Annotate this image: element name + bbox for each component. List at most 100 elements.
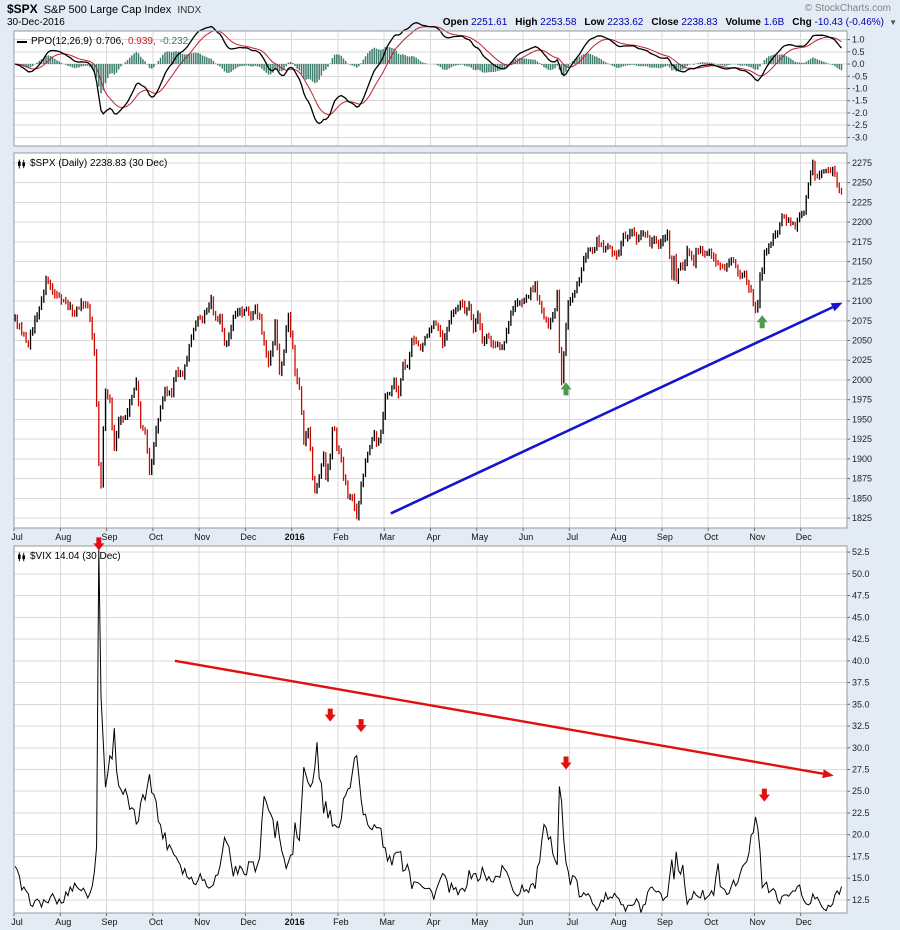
y-axis-label: 32.5 (852, 721, 870, 731)
spx-panel-title: $SPX (Daily) 2238.83 (30 Dec) (30, 158, 168, 169)
quote-bar: Open 2251.61 High 2253.58 Low 2233.62 Cl… (443, 17, 884, 28)
y-axis-label: -3.0 (852, 132, 868, 142)
x-axis-label: Dec (796, 917, 813, 927)
ppo-line (14, 22, 842, 125)
spx-up-candles (14, 159, 834, 521)
y-axis-label: 1900 (852, 454, 872, 464)
x-axis-label: Nov (194, 917, 211, 927)
x-axis-label: Dec (796, 532, 813, 542)
chg-label: Chg (792, 17, 812, 28)
chart-date: 30-Dec-2016 (7, 17, 65, 28)
y-axis-label: 17.5 (852, 851, 870, 861)
trend-arrow-line (174, 659, 824, 775)
volume-value: 1.6B (763, 17, 785, 28)
x-axis-label: 2016 (285, 917, 305, 927)
y-axis-label: -1.5 (852, 96, 868, 106)
y-axis-label: 2025 (852, 355, 872, 365)
open-label: Open (442, 17, 469, 28)
quote-field-open: Open 2251.61 (443, 17, 508, 28)
y-axis-label: 1975 (852, 395, 872, 405)
y-axis-label: 2075 (852, 316, 872, 326)
y-axis-label: 1925 (852, 434, 872, 444)
y-axis-label: 2250 (852, 178, 872, 188)
exchange-label: INDX (177, 5, 202, 16)
vix-line (14, 548, 842, 913)
x-axis-label: Aug (55, 917, 71, 927)
x-axis-label: Jul (567, 917, 579, 927)
y-axis-label: 12.5 (852, 895, 870, 905)
close-label: Close (651, 17, 679, 28)
y-axis-label: 35.0 (852, 699, 870, 709)
x-axis-label: Aug (611, 532, 627, 542)
spx-panel-label: $SPX (Daily) 2238.83 (30 Dec) (17, 158, 167, 169)
y-axis-label: -2.5 (852, 120, 868, 130)
down-arrow-annotation (93, 537, 105, 551)
y-axis-label: 2050 (852, 336, 872, 346)
x-axis-label: Sep (657, 917, 673, 927)
vix-chart: 52.5 50.0 47.5 45.0 42.5 40.0 37.5 35.0 32.5 30.0… (11, 537, 870, 927)
x-axis-label: May (471, 917, 489, 927)
x-axis-label: Oct (149, 532, 164, 542)
header-row-1: $SPX S&P 500 Large Cap Index INDX (7, 2, 201, 16)
x-axis-label: Jul (11, 917, 23, 927)
x-axis-label: Mar (379, 917, 395, 927)
x-axis-label: Apr (426, 532, 440, 542)
trend-arrow-line (390, 306, 834, 515)
symbol: $SPX (7, 2, 38, 16)
x-axis-label: Sep (657, 532, 673, 542)
quote-field-chg: Chg -10.43 (-0.46%) (792, 17, 884, 28)
vix-panel-label: $VIX 14.04 (30 Dec) (17, 551, 121, 562)
vix-panel-title: $VIX 14.04 (30 Dec) (30, 551, 121, 562)
x-axis-label: Feb (333, 532, 349, 542)
down-arrow-annotation (560, 756, 572, 770)
x-axis-label: Jul (11, 532, 23, 542)
x-axis-label: Dec (240, 917, 257, 927)
stockcharts-credit: © StockCharts.com (804, 3, 891, 14)
x-axis-label: Jun (519, 917, 534, 927)
x-axis-label: Apr (426, 917, 440, 927)
down-arrow-annotation (758, 788, 770, 802)
indicator-line-icon (17, 40, 27, 43)
low-label: Low (584, 17, 605, 28)
ppo-chart: 1.0 0.5 0.0 -0.5 -1.0 -1.5 -2.0 -2.5 -3.0 (13, 22, 868, 147)
y-axis-label: 0.0 (852, 59, 865, 69)
quote-field-high: High 2253.58 (515, 17, 576, 28)
y-axis-label: 2100 (852, 296, 872, 306)
x-axis-label: Nov (194, 532, 211, 542)
high-label: High (515, 17, 538, 28)
y-axis-label: 2125 (852, 276, 872, 286)
y-axis-label: 25.0 (852, 786, 870, 796)
x-axis-label: Oct (704, 532, 719, 542)
close-value: 2238.83 (681, 17, 718, 28)
open-value: 2251.61 (471, 17, 508, 28)
y-axis-label: 47.5 (852, 591, 870, 601)
x-axis-label: Mar (379, 532, 395, 542)
y-axis-label: 2175 (852, 237, 872, 247)
y-axis-label: 40.0 (852, 656, 870, 666)
chart-type-icon (17, 552, 26, 562)
y-axis-label: 22.5 (852, 808, 870, 818)
y-axis-label: 27.5 (852, 765, 870, 775)
ppo-indicator-name: PPO(12,26,9) (31, 36, 93, 47)
dropdown-icon[interactable]: ▼ (889, 18, 897, 27)
y-axis-label: 20.0 (852, 830, 870, 840)
spx-down-candles (16, 160, 843, 520)
x-axis-label: May (471, 532, 489, 542)
x-axis-label: Jul (567, 532, 579, 542)
quote-field-close: Close 2238.83 (651, 17, 717, 28)
y-axis-label: 2000 (852, 375, 872, 385)
volume-label: Volume (725, 17, 761, 28)
y-axis-label: 30.0 (852, 743, 870, 753)
chg-value: -10.43 (-0.46%) (814, 17, 884, 28)
ppo-hist-value: -0.232 (159, 36, 189, 47)
y-axis-label: 1825 (852, 513, 872, 523)
x-axis-label: Sep (102, 532, 118, 542)
quote-field-volume: Volume 1.6B (726, 17, 785, 28)
x-axis-label: Jun (519, 532, 534, 542)
index-name: S&P 500 Large Cap Index (43, 4, 172, 16)
ppo-value: 0.706, (96, 36, 124, 47)
y-axis-label: 2225 (852, 197, 872, 207)
y-axis-label: 50.0 (852, 569, 870, 579)
x-axis-label: Dec (240, 532, 257, 542)
